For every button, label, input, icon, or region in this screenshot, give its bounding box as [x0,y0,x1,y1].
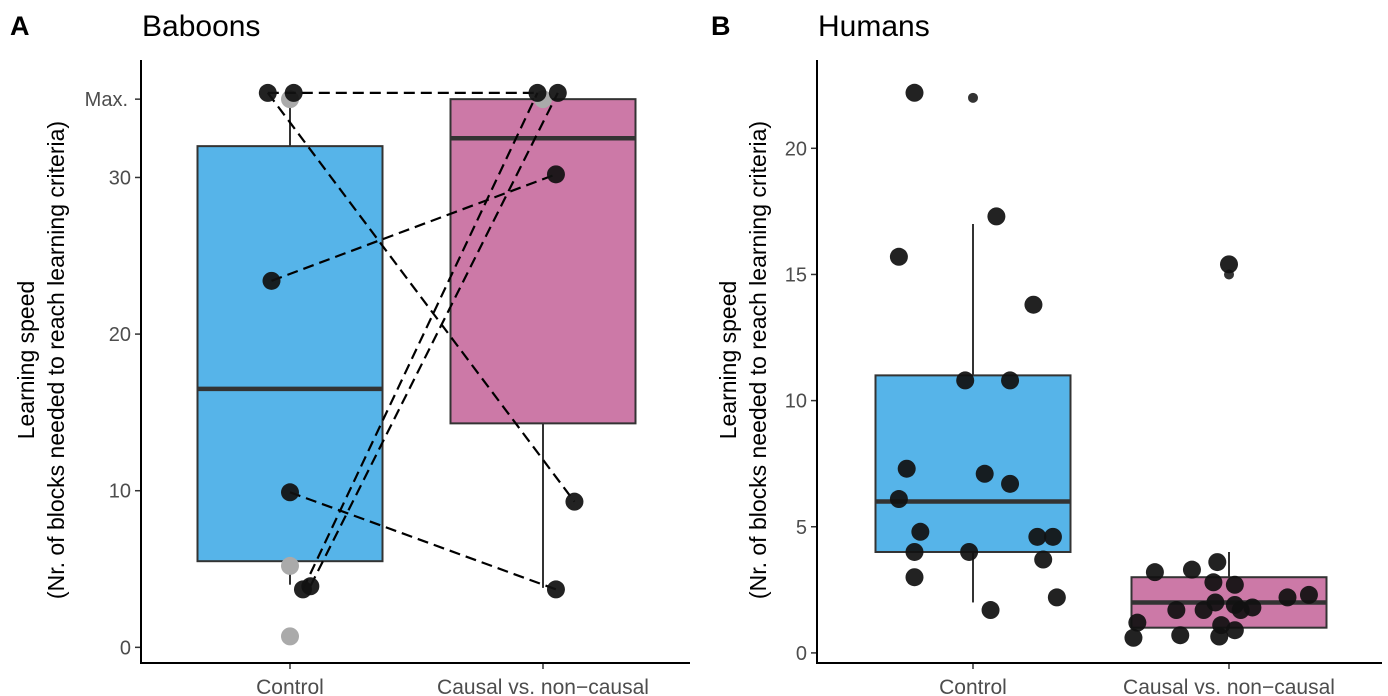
x-tick-label-control: Control [939,676,1007,696]
data-point-control [1047,588,1066,607]
data-point-causal-vs-non-causal [1124,628,1143,647]
chart-title-baboons: Baboons [142,10,260,43]
data-point-causal-vs-non-causal [565,492,584,511]
data-point-control [905,542,924,561]
outlier-point [281,627,299,646]
outlier-point [968,92,978,103]
data-point-control [301,577,320,596]
paired-dashed-line [289,491,557,591]
data-point-control [911,522,930,541]
data-point-control [1001,474,1020,493]
y-tick-label: 30 [109,167,131,189]
data-point-control [281,483,299,502]
data-point-causal-vs-non-causal [546,165,565,184]
data-point-causal-vs-non-causal [1182,560,1201,579]
data-point-causal-vs-non-causal [1220,255,1238,274]
plot-area-a: 0 10 20 30 Max. Control Causal vs. non−causal [85,83,649,696]
x-tick-label-control: Control [256,676,324,696]
data-point-causal-vs-non-causal [1167,601,1186,620]
data-point-causal-vs-non-causal [1206,593,1225,612]
data-point-control [258,83,277,102]
y-tick-label: 0 [120,637,131,659]
data-point-control [987,207,1006,226]
y-axis-label-line2-a: (Nr. of blocks needed to reach learning … [43,121,69,599]
data-point-causal-vs-non-causal [546,580,565,599]
panel-humans: B Humans Learning speed (Nr. of blocks n… [711,10,1382,696]
paired-dashed-line [266,92,576,503]
data-point-causal-vs-non-causal [1204,573,1223,592]
data-point-causal-vs-non-causal [1128,613,1147,632]
y-tick-label: 10 [109,481,131,503]
panel-label-b: B [711,11,731,41]
data-point-control [956,371,975,390]
data-point-control [889,247,908,266]
data-point-control [284,83,303,102]
chart-title-humans: Humans [818,10,930,43]
y-tick-label: 0 [796,643,807,665]
x-tick-label-causal-vs-non-causal: Causal vs. non−causal [437,676,649,696]
plot-area-b: 0 5 10 15 20 Control Causal vs. non−causal [785,83,1335,696]
y-axis-label-line2-b: (Nr. of blocks needed to reach learning … [745,121,771,599]
data-point-causal-vs-non-causal [1171,626,1190,645]
panel-baboons: A Baboons Learning speed (Nr. of blocks … [10,10,690,696]
y-tick-label: 15 [785,264,807,286]
data-point-causal-vs-non-causal [1225,575,1244,594]
data-point-control [1024,295,1043,314]
data-point-control [889,490,908,509]
data-point-control [1028,527,1047,546]
paired-dashed-line [301,92,539,590]
data-point-causal-vs-non-causal [1145,563,1164,582]
x-tick-label-causal-vs-non-causal: Causal vs. non−causal [1123,676,1335,696]
data-point-causal-vs-non-causal [1210,627,1229,646]
data-point-control [1034,550,1053,569]
paired-dashed-line [309,92,559,587]
data-point-causal-vs-non-causal [1299,585,1318,604]
data-point-control [981,601,1000,620]
data-point-causal-vs-non-causal [548,83,567,102]
y-tick-label: 20 [785,138,807,160]
y-axis-label-line1-a: Learning speed [13,281,39,440]
panel-label-a: A [10,11,30,41]
data-point-control [975,464,994,483]
data-point-control [905,83,924,102]
outlier-point [281,556,299,575]
y-tick-label: 5 [796,517,807,539]
data-point-causal-vs-non-causal [528,83,547,102]
box-causal-vs-non-causal [449,98,637,425]
y-tick-label: 20 [109,324,131,346]
y-axis-label-line1-b: Learning speed [715,281,741,440]
data-point-causal-vs-non-causal [1208,553,1227,572]
data-point-causal-vs-non-causal [1225,621,1244,640]
y-tick-label: 10 [785,391,807,413]
data-point-causal-vs-non-causal [1278,588,1297,607]
data-point-control [262,271,281,290]
y-tick-label-max: Max. [85,89,128,111]
data-point-control [1043,527,1062,546]
data-point-control [960,542,979,561]
data-point-control [1001,371,1020,390]
data-point-control [905,568,924,587]
data-point-causal-vs-non-causal [1243,598,1262,617]
data-point-control [897,459,916,478]
